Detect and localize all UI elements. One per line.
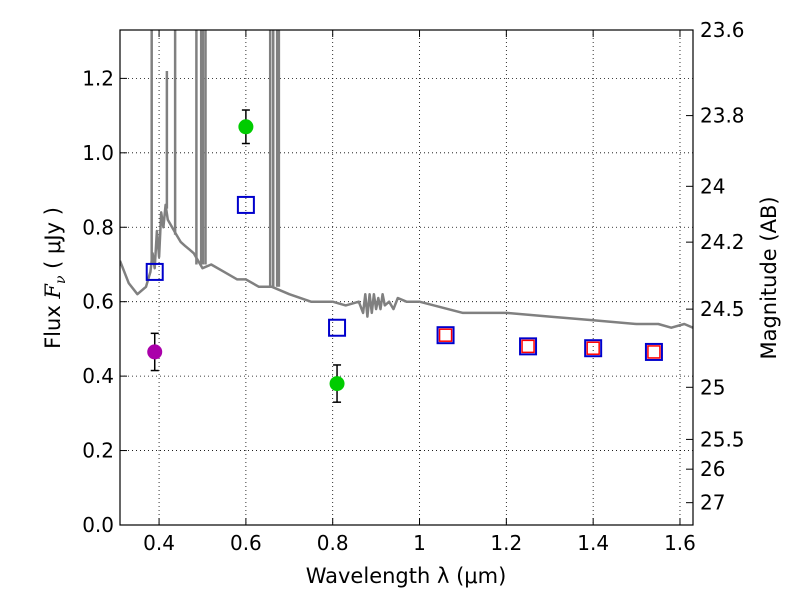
model-point-square bbox=[145, 262, 164, 281]
right-tick-label: 25.5 bbox=[700, 427, 745, 451]
model-point-square-inner bbox=[647, 345, 661, 359]
model-point-square-inner bbox=[586, 341, 600, 355]
right-tick-label: 27 bbox=[700, 491, 725, 515]
model-point-square-inner bbox=[521, 339, 535, 354]
grid-lines bbox=[120, 30, 693, 526]
right-tick-label: 23.8 bbox=[700, 104, 745, 128]
model-point-square bbox=[584, 339, 603, 358]
y-axis-label-sub: ν bbox=[53, 275, 69, 284]
model-point-square-inner bbox=[438, 328, 453, 342]
x-axis-label: Wavelength λ (μm) bbox=[306, 564, 507, 588]
observed-point bbox=[147, 344, 163, 360]
y-axis-label-suffix: ( μJy ) bbox=[41, 207, 65, 275]
x-tick-label: 0.6 bbox=[230, 531, 262, 555]
model-point-square bbox=[519, 337, 538, 356]
x-tick-label: 1 bbox=[413, 531, 426, 555]
y-tick-label: 1.2 bbox=[82, 66, 114, 90]
y-axis-label: Flux Fν ( μJy ) bbox=[41, 207, 69, 349]
spectrum-line bbox=[120, 203, 693, 329]
y-tick-label: 1.0 bbox=[82, 141, 114, 165]
right-tick-label: 25 bbox=[700, 375, 725, 399]
observed-point bbox=[238, 119, 254, 135]
x-tick-label: 0.4 bbox=[143, 531, 175, 555]
x-tick-label: 1.4 bbox=[577, 531, 609, 555]
right-axis-label: Magnitude (AB) bbox=[757, 196, 781, 359]
x-tick-label: 0.8 bbox=[317, 531, 349, 555]
y-axis-label-symbol: F bbox=[41, 283, 65, 300]
right-tick-label: 23.6 bbox=[700, 18, 745, 42]
plot-marks bbox=[120, 30, 693, 403]
x-tick-label: 1.6 bbox=[664, 531, 696, 555]
observed-point bbox=[329, 376, 345, 392]
plot-frame bbox=[119, 29, 694, 526]
y-tick-label: 0.0 bbox=[82, 513, 114, 537]
y-tick-label: 0.6 bbox=[82, 290, 114, 314]
y-tick-label: 0.8 bbox=[82, 215, 114, 239]
right-tick-label: 24.5 bbox=[700, 297, 745, 321]
plot-area bbox=[120, 30, 693, 403]
y-axis-label-prefix: Flux bbox=[41, 299, 65, 349]
y-tick-label: 0.4 bbox=[82, 364, 114, 388]
axis-ticks: 0.4 0.6 0.8 1 1.2 1.4 1.6 0.0 0.2 0.4 0.6 0.8 1.0 1.2… bbox=[82, 18, 744, 555]
model-point-square bbox=[436, 326, 455, 345]
model-point-square bbox=[236, 195, 255, 214]
right-tick-label: 24 bbox=[700, 174, 725, 198]
y-tick-label: 0.2 bbox=[82, 439, 114, 463]
right-tick-label: 26 bbox=[700, 457, 725, 481]
right-tick-label: 24.2 bbox=[700, 230, 745, 254]
x-tick-label: 1.2 bbox=[490, 531, 522, 555]
model-point-square bbox=[644, 342, 663, 361]
model-point-square bbox=[328, 318, 347, 337]
